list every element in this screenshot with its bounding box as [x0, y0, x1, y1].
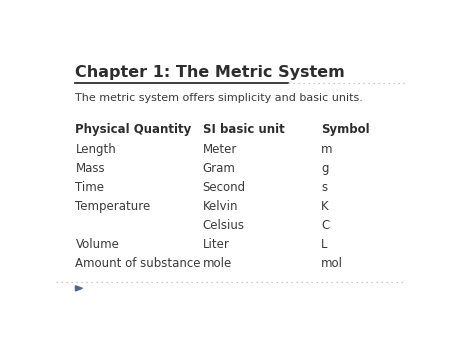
Text: Time: Time [76, 182, 104, 194]
Text: Kelvin: Kelvin [202, 200, 238, 213]
Polygon shape [76, 286, 82, 291]
Text: L: L [321, 238, 328, 251]
Text: Liter: Liter [202, 238, 230, 251]
Text: The metric system offers simplicity and basic units.: The metric system offers simplicity and … [76, 93, 363, 103]
Text: Meter: Meter [202, 143, 237, 156]
Text: K: K [321, 200, 329, 213]
Text: Temperature: Temperature [76, 200, 151, 213]
Text: Mass: Mass [76, 162, 105, 175]
Text: Volume: Volume [76, 238, 119, 251]
Text: Gram: Gram [202, 162, 236, 175]
Text: Symbol: Symbol [321, 123, 370, 136]
Text: Chapter 1: The Metric System: Chapter 1: The Metric System [76, 65, 345, 80]
Text: Celsius: Celsius [202, 219, 245, 232]
Text: C: C [321, 219, 329, 232]
Text: mole: mole [202, 257, 232, 270]
Text: g: g [321, 162, 329, 175]
Text: Length: Length [76, 143, 116, 156]
Text: mol: mol [321, 257, 343, 270]
Text: m: m [321, 143, 333, 156]
Text: Second: Second [202, 182, 246, 194]
Text: Amount of substance: Amount of substance [76, 257, 201, 270]
Text: Physical Quantity: Physical Quantity [76, 123, 192, 136]
Text: SI basic unit: SI basic unit [202, 123, 284, 136]
Text: s: s [321, 182, 328, 194]
